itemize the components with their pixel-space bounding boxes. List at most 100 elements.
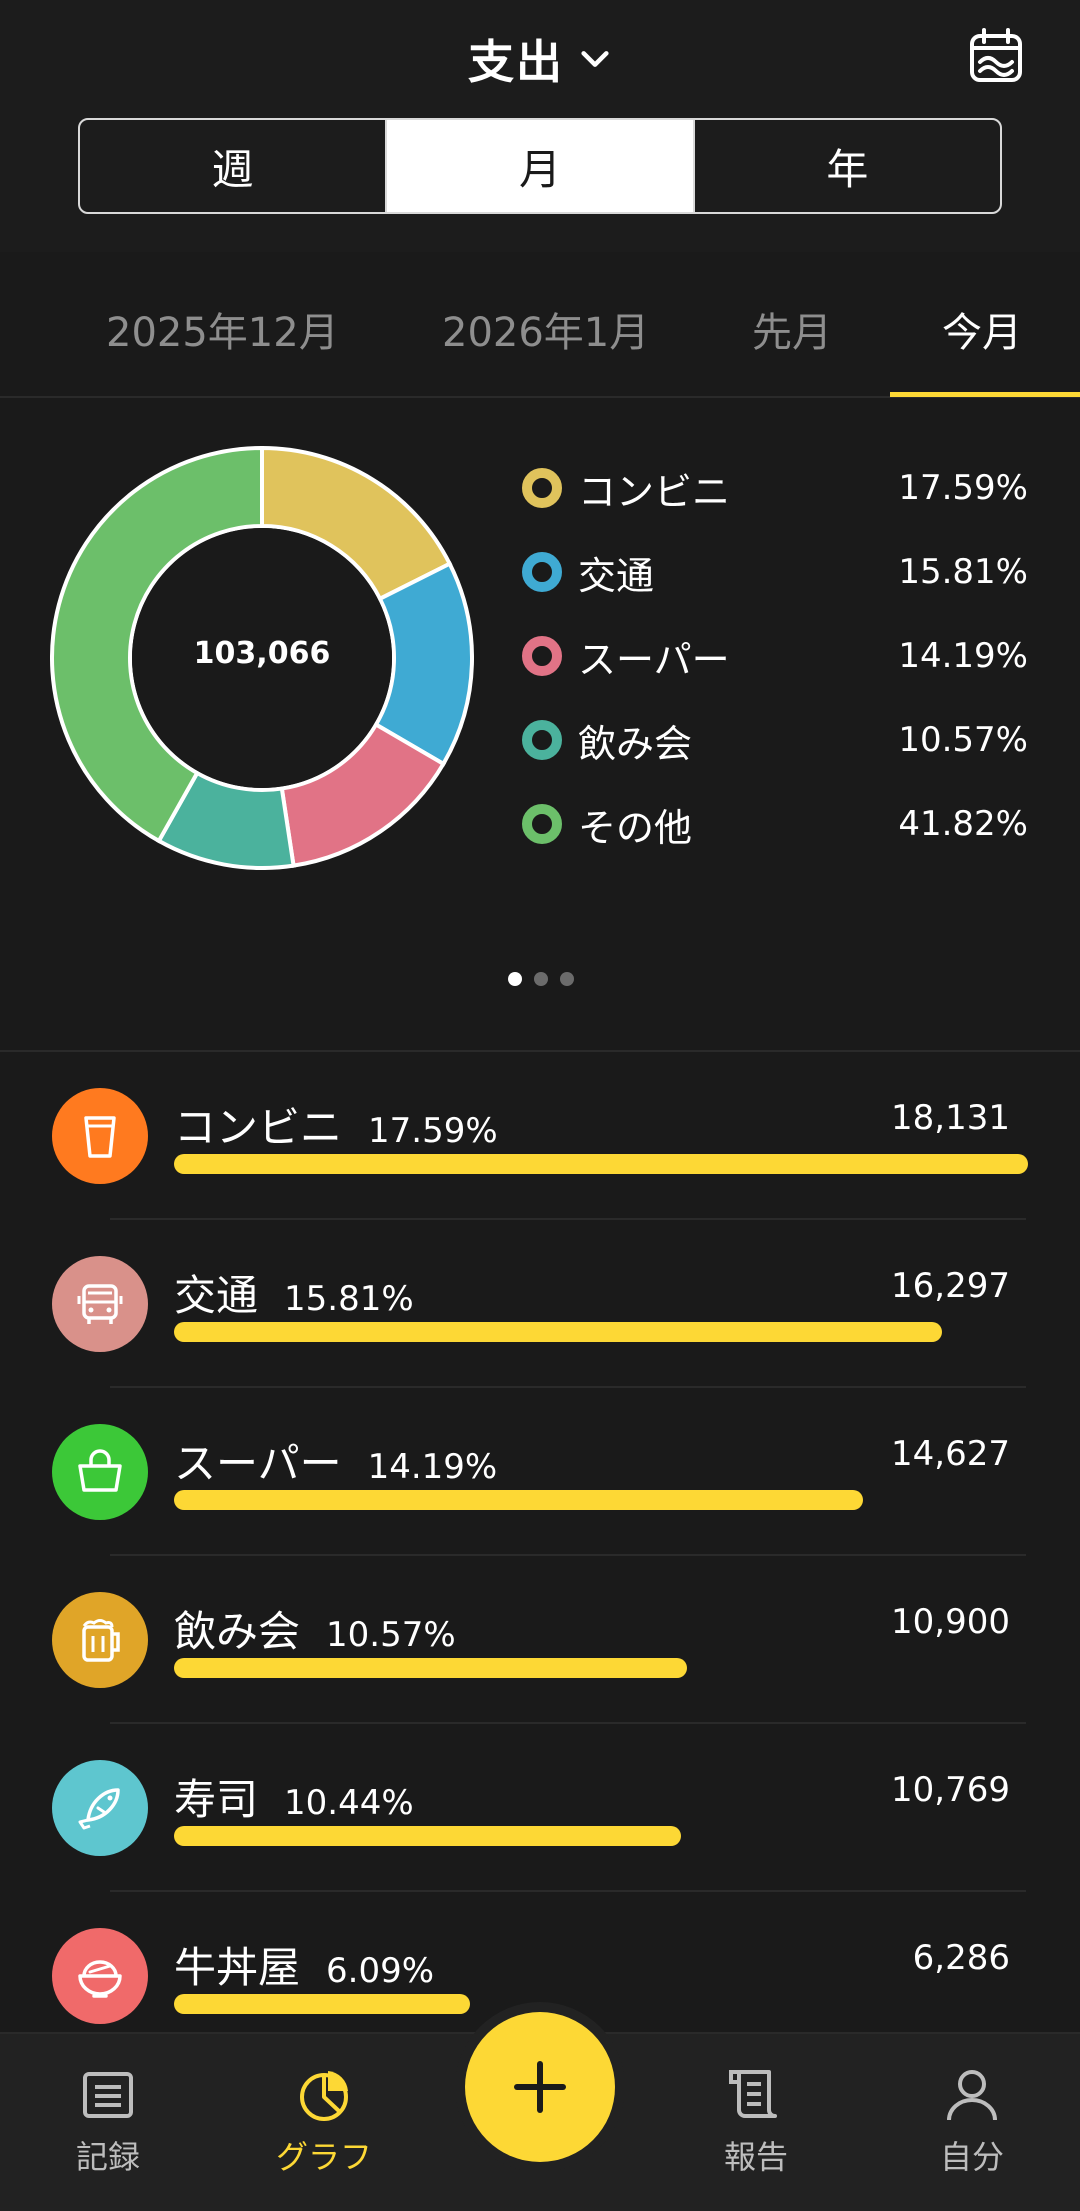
- pie-chart-icon: [300, 2071, 348, 2121]
- shopping-bag-icon: [52, 1424, 148, 1520]
- category-row[interactable]: 牛丼屋 6.09% 6,286: [0, 1892, 1080, 2060]
- category-name: 寿司: [174, 1775, 259, 1824]
- category-percent: 14.19%: [367, 1447, 498, 1487]
- beer-mug-icon: [52, 1592, 148, 1688]
- segment-month[interactable]: 月: [385, 120, 693, 212]
- category-name: 牛丼屋: [174, 1943, 301, 1992]
- page-dot: [508, 972, 522, 986]
- category-row[interactable]: 交通 15.81% 16,297: [0, 1220, 1080, 1388]
- nav-label: 記録: [75, 2138, 140, 2176]
- legend-item: 交通 15.81%: [522, 530, 1028, 614]
- category-name-wrap: 牛丼屋 6.09%: [174, 1934, 434, 1995]
- nav-label: 報告: [723, 2138, 788, 2176]
- category-percent: 10.57%: [326, 1615, 456, 1655]
- category-bar: [174, 1658, 688, 1678]
- legend-label: 飲み会: [578, 721, 693, 766]
- divider: [110, 1722, 1026, 1724]
- nav-records[interactable]: 記録: [38, 2066, 178, 2178]
- category-name: 交通: [174, 1271, 259, 1320]
- calendar-icon[interactable]: [966, 26, 1026, 86]
- nav-report[interactable]: 報告: [686, 2066, 826, 2178]
- legend-item: 飲み会 10.57%: [522, 698, 1028, 782]
- legend: コンビニ 17.59% 交通 15.81% スーパー 14.19% 飲み会 10…: [522, 446, 1028, 866]
- page-dot: [534, 972, 548, 986]
- nav-graph[interactable]: グラフ: [254, 2066, 394, 2178]
- legend-label: 交通: [578, 553, 655, 598]
- cup-icon: [52, 1088, 148, 1184]
- add-button[interactable]: [465, 2012, 615, 2162]
- nav-label: グラフ: [275, 2138, 372, 2176]
- category-amount: 10,900: [891, 1602, 1010, 1642]
- header: 支出 週 月 年: [0, 0, 1080, 252]
- category-amount: 16,297: [891, 1266, 1010, 1306]
- list-icon: [83, 2072, 133, 2118]
- category-amount: 14,627: [891, 1434, 1010, 1474]
- tab-2026-01[interactable]: 2026年1月: [442, 310, 650, 356]
- plus-icon: [514, 2061, 566, 2113]
- type-dropdown[interactable]: 支出: [468, 26, 612, 92]
- month-tabs: 2025年12月 2026年1月 先月 今月: [0, 252, 1080, 398]
- person-icon: [947, 2070, 997, 2121]
- category-amount: 10,769: [891, 1770, 1010, 1810]
- category-list: コンビニ 17.59% 18,131 交通 15.81% 16,297 スーパー 14…: [0, 1052, 1080, 2060]
- category-name: 飲み会: [174, 1607, 301, 1656]
- donut-slice-4[interactable]: [50, 446, 264, 844]
- legend-label: その他: [578, 805, 693, 850]
- segment-year[interactable]: 年: [692, 120, 1000, 212]
- category-bar: [174, 1322, 942, 1342]
- divider: [110, 1890, 1026, 1892]
- category-row[interactable]: コンビニ 17.59% 18,131: [0, 1052, 1080, 1220]
- category-bar: [174, 1994, 471, 2014]
- tab-indicator: [890, 392, 1080, 397]
- legend-dot-icon: [522, 804, 562, 844]
- category-amount: 18,131: [891, 1098, 1010, 1138]
- category-name: スーパー: [174, 1439, 342, 1488]
- category-row[interactable]: スーパー 14.19% 14,627: [0, 1388, 1080, 1556]
- divider: [110, 1386, 1026, 1388]
- category-percent: 6.09%: [326, 1951, 435, 1991]
- bus-icon: [52, 1256, 148, 1352]
- legend-percent: 15.81%: [898, 552, 1028, 592]
- legend-label: スーパー: [578, 637, 730, 682]
- tab-this-month[interactable]: 今月: [942, 310, 1022, 356]
- nav-label: 自分: [939, 2138, 1004, 2176]
- legend-label: コンビニ: [578, 469, 731, 514]
- legend-dot-icon: [522, 468, 562, 508]
- category-name-wrap: コンビニ 17.59%: [174, 1094, 498, 1155]
- legend-percent: 10.57%: [898, 720, 1028, 760]
- legend-dot-icon: [522, 636, 562, 676]
- category-bar: [174, 1154, 1028, 1174]
- rice-bowl-icon: [52, 1928, 148, 2024]
- donut-chart[interactable]: [50, 446, 474, 870]
- tab-last-month[interactable]: 先月: [752, 310, 832, 356]
- page-dot: [560, 972, 574, 986]
- tab-2025-12[interactable]: 2025年12月: [106, 310, 339, 356]
- page-indicator[interactable]: [508, 972, 574, 986]
- category-percent: 17.59%: [368, 1111, 498, 1151]
- legend-dot-icon: [522, 552, 562, 592]
- period-segmented-control: 週 月 年: [78, 118, 1002, 214]
- category-row[interactable]: 飲み会 10.57% 10,900: [0, 1556, 1080, 1724]
- category-bar: [174, 1826, 682, 1846]
- fish-icon: [52, 1760, 148, 1856]
- nav-me[interactable]: 自分: [902, 2066, 1042, 2178]
- title-wrap: 支出: [0, 26, 1080, 92]
- category-name: コンビニ: [174, 1103, 343, 1152]
- segment-week[interactable]: 週: [211, 144, 254, 194]
- divider: [110, 1218, 1026, 1220]
- category-percent: 10.44%: [284, 1783, 414, 1823]
- donut-total: 103,066: [193, 636, 331, 671]
- category-amount: 6,286: [912, 1938, 1010, 1978]
- legend-percent: 17.59%: [898, 468, 1028, 508]
- legend-item: その他 41.82%: [522, 782, 1028, 866]
- category-name-wrap: 交通 15.81%: [174, 1262, 414, 1323]
- chart-area: 103,066 コンビニ 17.59% 交通 15.81% スーパー 14.19…: [0, 398, 1080, 1052]
- report-icon: [729, 2070, 777, 2118]
- category-name-wrap: 飲み会 10.57%: [174, 1598, 456, 1659]
- category-bar: [174, 1490, 863, 1510]
- category-percent: 15.81%: [284, 1279, 414, 1319]
- divider: [110, 1554, 1026, 1556]
- category-name-wrap: 寿司 10.44%: [174, 1766, 414, 1827]
- category-row[interactable]: 寿司 10.44% 10,769: [0, 1724, 1080, 1892]
- chevron-down-icon: [581, 51, 609, 67]
